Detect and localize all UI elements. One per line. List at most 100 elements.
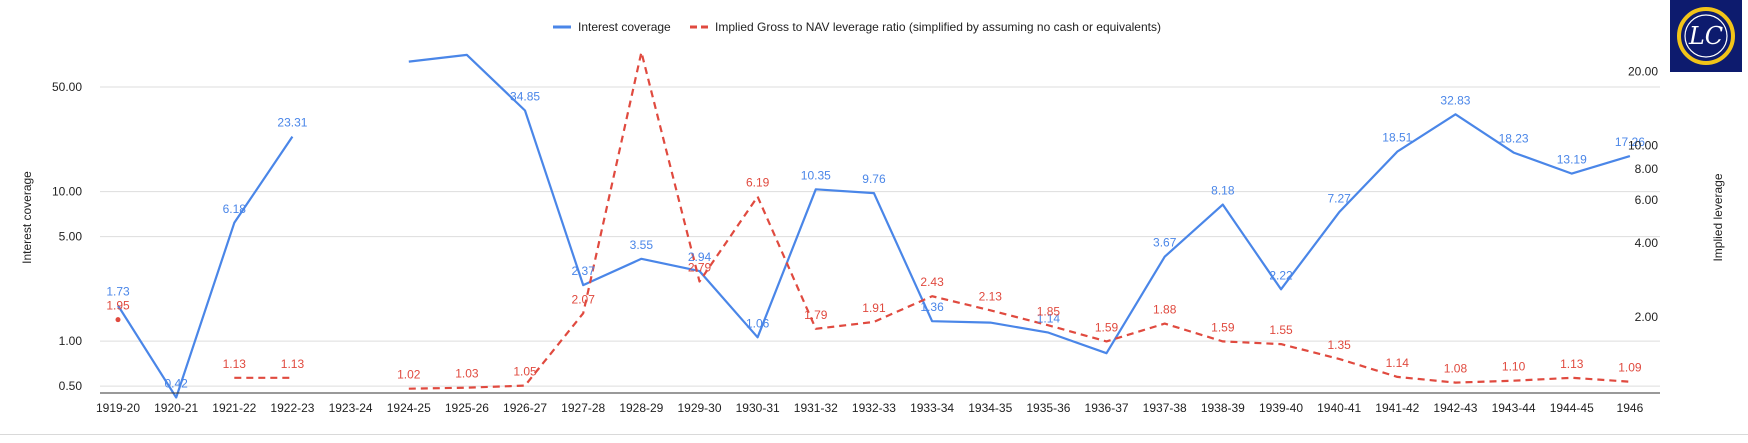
data-label: 1.59 <box>1095 320 1119 334</box>
y-left-tick-label: 5.00 <box>59 230 83 244</box>
x-tick-label: 1923-24 <box>329 401 373 415</box>
x-tick-label: 1939-40 <box>1259 401 1303 415</box>
gridlines <box>100 86 1660 387</box>
data-label: 1.09 <box>1618 361 1642 375</box>
x-tick-label: 1936-37 <box>1085 401 1129 415</box>
y-right-tick-label: 4.00 <box>1635 236 1659 250</box>
x-tick-label: 1919-20 <box>96 401 140 415</box>
series-layer <box>115 51 1631 399</box>
y-right-axis-title: Implied leverage <box>1711 173 1725 261</box>
data-label: 23.31 <box>277 116 307 130</box>
y-right-tick-label: 20.00 <box>1628 65 1658 79</box>
data-label: 1.55 <box>1269 323 1293 337</box>
y-right-tick-label: 6.00 <box>1635 193 1659 207</box>
data-label: 1.06 <box>746 316 770 330</box>
data-label: 1.14 <box>1386 356 1410 370</box>
x-tick-label: 1937-38 <box>1143 401 1187 415</box>
data-label: 1.88 <box>1153 303 1177 317</box>
data-label: 1.59 <box>1211 320 1235 334</box>
x-tick-label: 1934-35 <box>968 401 1012 415</box>
legend-label: Interest coverage <box>578 20 671 34</box>
x-tick-label: 1931-32 <box>794 401 838 415</box>
y-left-axis-title: Interest coverage <box>20 171 34 264</box>
x-tick-label: 1946 <box>1617 401 1644 415</box>
y-right-tick-label: 10.00 <box>1628 138 1658 152</box>
x-tick-label: 1941-42 <box>1375 401 1419 415</box>
data-label: 9.76 <box>862 172 886 186</box>
data-label: 1.14 <box>1037 312 1061 326</box>
data-label: 1.13 <box>281 357 305 371</box>
data-label: 1.35 <box>1327 338 1351 352</box>
x-tick-label: 1932-33 <box>852 401 896 415</box>
x-tick-label: 1944-45 <box>1550 401 1594 415</box>
x-tick-label: 1940-41 <box>1317 401 1361 415</box>
data-label: 1.10 <box>1502 360 1526 374</box>
data-label: 2.94 <box>688 250 712 264</box>
data-label: 2.22 <box>1269 268 1293 282</box>
data-label: 8.18 <box>1211 184 1235 198</box>
data-label: 34.85 <box>510 89 540 103</box>
data-label: 1.05 <box>513 365 537 379</box>
data-label: 6.19 <box>746 176 770 190</box>
y-right-tick-label: 8.00 <box>1635 162 1659 176</box>
data-label: 1.08 <box>1444 362 1468 376</box>
x-tick-label: 1942-43 <box>1433 401 1477 415</box>
data-label: 2.79 <box>688 261 712 275</box>
data-label: 13.19 <box>1557 153 1587 167</box>
series-point <box>115 317 121 323</box>
x-tick-label: 1928-29 <box>619 401 663 415</box>
data-label: 6.18 <box>223 202 247 216</box>
x-tick-label: 1943-44 <box>1492 401 1536 415</box>
x-tick-label: 1935-36 <box>1026 401 1070 415</box>
y-left-tick-label: 10.00 <box>52 185 82 199</box>
data-label: 1.03 <box>455 367 479 381</box>
x-tick-label: 1930-31 <box>736 401 780 415</box>
x-tick-label: 1933-34 <box>910 401 954 415</box>
data-label: 0.42 <box>164 376 188 390</box>
series-line <box>408 53 1631 355</box>
x-tick-label: 1922-23 <box>270 401 314 415</box>
data-label: 1.91 <box>862 301 886 315</box>
data-label: 10.35 <box>801 168 831 182</box>
logo: LC <box>1670 0 1742 72</box>
x-tick-label: 1921-22 <box>212 401 256 415</box>
x-tick-label: 1927-28 <box>561 401 605 415</box>
data-label: 17.26 <box>1615 135 1645 149</box>
x-tick-label: 1924-25 <box>387 401 431 415</box>
x-tick-label: 1925-26 <box>445 401 489 415</box>
data-label: 18.51 <box>1382 131 1412 145</box>
x-tick-label: 1929-30 <box>677 401 721 415</box>
data-label: 1.36 <box>920 300 944 314</box>
logo-badge-icon: LC <box>1670 0 1742 72</box>
axes: 0.50 1.00 5.00 10.00 50.00 2.00 4.00 6.00 8.00 10… <box>20 65 1725 415</box>
x-tick-label: 1920-21 <box>154 401 198 415</box>
logo-text: LC <box>1688 22 1723 50</box>
data-label: 2.07 <box>572 292 596 306</box>
data-label: 3.67 <box>1153 236 1177 250</box>
data-label: 1.73 <box>106 285 130 299</box>
x-tick-label: 1938-39 <box>1201 401 1245 415</box>
data-label: 2.37 <box>572 264 596 278</box>
x-tick-label: 1926-27 <box>503 401 547 415</box>
data-label: 1.85 <box>1037 304 1061 318</box>
data-label: 18.23 <box>1499 132 1529 146</box>
data-label: 32.83 <box>1440 93 1470 107</box>
data-label: 7.27 <box>1327 191 1351 205</box>
legend: Interest coverage Implied Gross to NAV le… <box>553 20 1161 34</box>
data-label: 1.13 <box>223 357 247 371</box>
y-left-tick-label: 1.00 <box>59 334 83 348</box>
data-label: 1.13 <box>1560 357 1584 371</box>
data-label: 1.02 <box>397 368 421 382</box>
bottom-border <box>0 434 1748 435</box>
data-label: 1.95 <box>106 299 130 313</box>
data-label: 1.79 <box>804 308 828 322</box>
y-left-tick-label: 50.00 <box>52 80 82 94</box>
y-left-tick-label: 0.50 <box>59 379 83 393</box>
data-label: 2.43 <box>920 275 944 289</box>
data-label: 2.13 <box>979 289 1003 303</box>
series-line <box>408 51 1630 390</box>
data-labels: 1.73 0.42 6.18 23.31 34.85 2.37 3.55 2.94 1.06 10… <box>106 89 1645 390</box>
series-line <box>117 135 294 399</box>
